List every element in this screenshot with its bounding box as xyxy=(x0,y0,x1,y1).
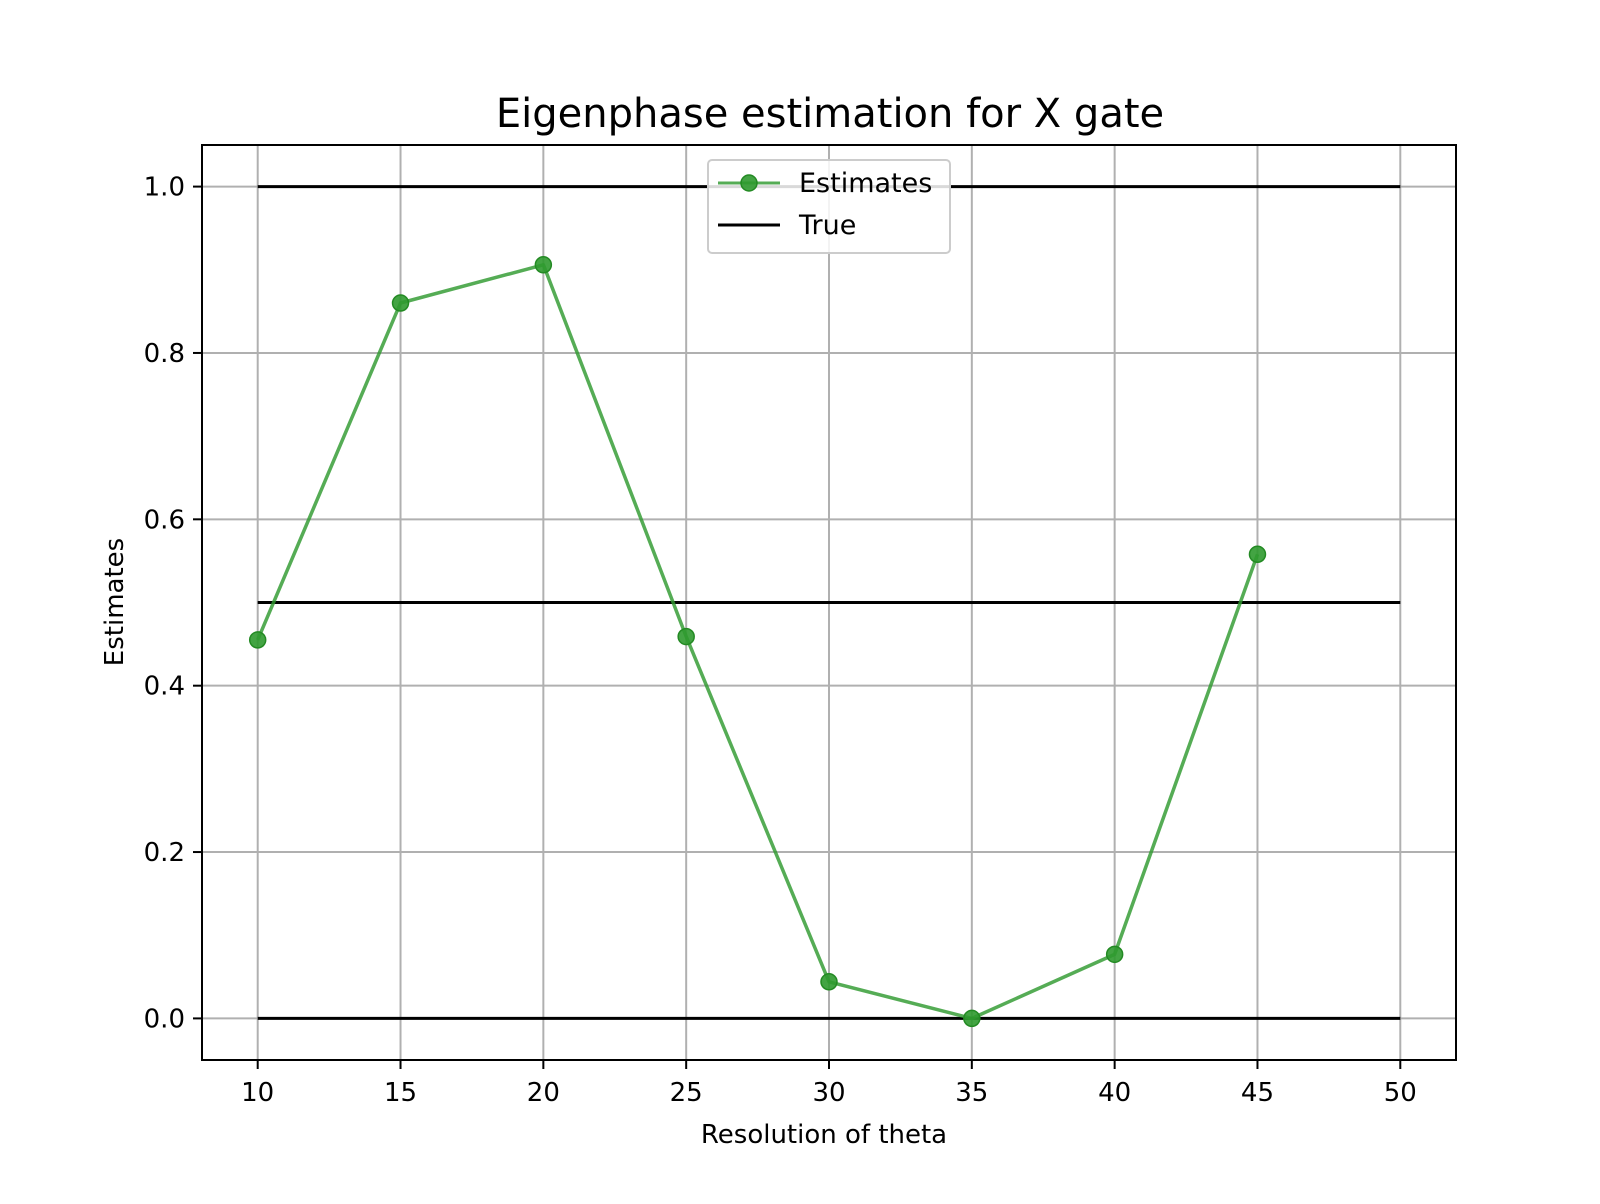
legend: Estimates True xyxy=(707,159,951,254)
estimates-point xyxy=(963,1009,981,1028)
estimates-point xyxy=(1105,945,1124,964)
estimates-point xyxy=(391,294,410,312)
estimates-point xyxy=(248,631,267,649)
y-tick-label: 0.4 xyxy=(144,672,185,702)
chart-title: Eigenphase estimation for X gate xyxy=(496,91,1164,137)
x-tick-label: 45 xyxy=(1241,1078,1274,1108)
legend-estimates-label: Estimates xyxy=(799,168,932,199)
x-tick-label: 25 xyxy=(670,1078,703,1108)
y-tick-label: 0.6 xyxy=(144,505,185,535)
estimates-point xyxy=(820,973,838,991)
x-tick-label: 10 xyxy=(241,1078,274,1108)
y-tick-label: 0.2 xyxy=(144,838,185,868)
x-tick-label: 50 xyxy=(1384,1078,1417,1108)
estimates-line xyxy=(256,263,1260,1021)
x-tick-label: 40 xyxy=(1098,1078,1131,1108)
y-tick-label: 1.0 xyxy=(144,173,185,203)
x-tick-label: 35 xyxy=(955,1078,988,1108)
estimates-point xyxy=(534,256,553,274)
x-axis-label: Resolution of theta xyxy=(701,1120,947,1150)
y-axis-label: Estimates xyxy=(100,538,130,666)
y-axis-ticks: 0.0 0.2 0.4 0.6 0.8 1.0 xyxy=(144,173,202,1034)
y-tick-label: 0.0 xyxy=(144,1004,185,1034)
x-tick-label: 30 xyxy=(812,1078,845,1108)
legend-estimates-marker xyxy=(740,174,758,192)
x-tick-label: 20 xyxy=(527,1078,560,1108)
y-tick-label: 0.8 xyxy=(144,339,185,369)
legend-true-label: True xyxy=(798,210,856,241)
estimates-point xyxy=(677,627,695,646)
x-axis-ticks: 10 15 20 25 30 35 40 45 50 xyxy=(241,1060,1417,1108)
estimates-series xyxy=(248,256,1267,1028)
estimates-point xyxy=(1248,545,1267,564)
x-tick-label: 15 xyxy=(384,1078,417,1108)
